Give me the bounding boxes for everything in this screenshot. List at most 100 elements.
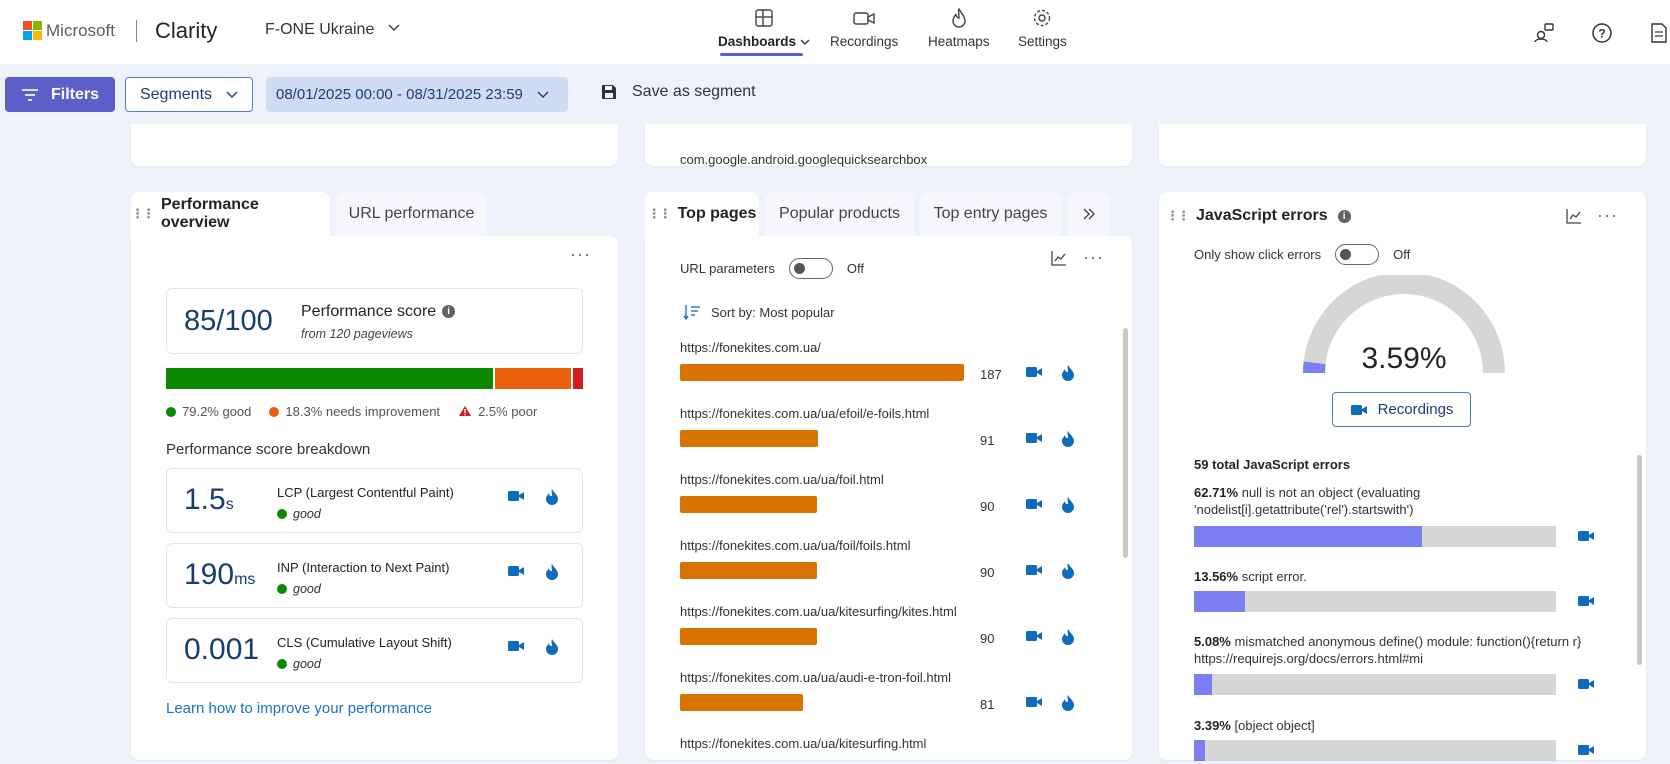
- filters-button[interactable]: Filters: [5, 77, 115, 112]
- nav-settings[interactable]: Settings: [1018, 8, 1067, 49]
- nav-heatmaps[interactable]: Heatmaps: [928, 7, 990, 49]
- video-icon[interactable]: [1025, 563, 1043, 584]
- chevron-down-icon: [537, 91, 549, 98]
- video-icon[interactable]: [1025, 695, 1043, 716]
- metric-cls-name: CLS (Cumulative Layout Shift): [277, 635, 452, 650]
- error-message: 3.39% [object object]: [1194, 717, 1594, 734]
- video-icon[interactable]: [1577, 677, 1595, 696]
- video-icon[interactable]: [1577, 529, 1595, 548]
- error-percent: 3.39%: [1194, 718, 1231, 733]
- distribution-good-segment: [166, 368, 494, 389]
- page-actions: [1025, 563, 1075, 584]
- save-as-segment-button[interactable]: Save as segment: [600, 83, 756, 101]
- nav-dashboards[interactable]: Dashboards: [718, 8, 810, 49]
- performance-card: [131, 236, 618, 760]
- page-url[interactable]: https://fonekites.com.ua/ua/kitesurfing/…: [680, 604, 957, 619]
- performance-score-box: 85/100 Performance score i from 120 pagev…: [166, 288, 583, 354]
- flame-icon[interactable]: [1061, 497, 1075, 518]
- drag-handle-icon[interactable]: ⋮⋮: [1166, 208, 1190, 223]
- js-errors-header: ⋮⋮ JavaScript errors i: [1166, 207, 1351, 225]
- flame-icon[interactable]: [545, 639, 559, 655]
- tab-popular-products[interactable]: Popular products: [765, 192, 914, 236]
- date-range-picker[interactable]: 08/01/2025 00:00 - 08/31/2025 23:59: [266, 77, 568, 112]
- click-errors-toggle[interactable]: [1335, 244, 1380, 265]
- drag-handle-icon[interactable]: ⋮⋮: [131, 206, 155, 221]
- trend-chart-icon[interactable]: [1051, 250, 1067, 271]
- video-icon[interactable]: [507, 489, 525, 503]
- more-options-icon[interactable]: ···: [570, 244, 591, 264]
- trend-chart-icon[interactable]: [1566, 208, 1582, 229]
- video-icon[interactable]: [1025, 629, 1043, 650]
- chevron-down-icon[interactable]: [387, 20, 401, 37]
- page-url[interactable]: https://fonekites.com.ua/ua/efoil/e-foil…: [680, 406, 930, 421]
- flame-icon[interactable]: [545, 489, 559, 505]
- video-icon[interactable]: [507, 564, 525, 578]
- url-parameters-toggle[interactable]: [788, 258, 833, 279]
- performance-score-value: 85/100: [184, 305, 273, 337]
- error-text: script error.: [1241, 569, 1307, 584]
- sort-control[interactable]: Sort by: Most popular: [683, 304, 835, 320]
- nav-recordings[interactable]: Recordings: [830, 8, 898, 49]
- flame-icon[interactable]: [1061, 695, 1075, 716]
- page-count: 91: [980, 433, 995, 448]
- top-pages-scrollbar[interactable]: [1123, 328, 1128, 558]
- flame-icon[interactable]: [1061, 629, 1075, 650]
- video-icon[interactable]: [507, 639, 525, 653]
- green-dot-icon: [277, 584, 287, 594]
- video-icon[interactable]: [1025, 365, 1043, 386]
- flame-icon[interactable]: [1061, 563, 1075, 584]
- more-options-icon[interactable]: ···: [1083, 247, 1104, 267]
- metric-lcp-actions: [507, 489, 559, 505]
- page-url[interactable]: https://fonekites.com.ua/ua/foil.html: [680, 472, 884, 487]
- info-icon[interactable]: i: [1337, 209, 1351, 223]
- legend-poor-label: 2.5% poor: [478, 404, 538, 419]
- recordings-button[interactable]: Recordings: [1332, 392, 1471, 427]
- page-url[interactable]: https://fonekites.com.ua/: [680, 340, 821, 355]
- share-people-icon[interactable]: [1533, 22, 1555, 44]
- page-url[interactable]: https://fonekites.com.ua/ua/audi-e-tron-…: [680, 670, 951, 685]
- page-bar: [680, 694, 803, 711]
- gauge-track: [1303, 275, 1505, 374]
- metric-lcp-value: 1.5s: [184, 483, 234, 517]
- tab-performance-overview[interactable]: ⋮⋮ Performance overview: [131, 192, 330, 236]
- page-url[interactable]: https://fonekites.com.ua/ua/kitesurfing.…: [680, 736, 927, 751]
- tab-top-entry-pages[interactable]: Top entry pages: [920, 192, 1061, 236]
- flame-icon[interactable]: [1061, 431, 1075, 452]
- performance-score-subtitle: from 120 pageviews: [301, 327, 413, 341]
- segments-label: Segments: [139, 85, 213, 103]
- segments-dropdown[interactable]: Segments: [125, 77, 253, 112]
- video-icon[interactable]: [1577, 743, 1595, 762]
- page-bar: [680, 562, 817, 579]
- more-options-icon[interactable]: ···: [1597, 205, 1618, 225]
- video-icon[interactable]: [1577, 594, 1595, 613]
- drag-handle-icon[interactable]: ⋮⋮: [647, 206, 672, 221]
- metric-cls-rating-label: good: [293, 657, 321, 671]
- video-icon[interactable]: [1025, 497, 1043, 518]
- help-icon[interactable]: ?: [1591, 22, 1613, 44]
- page-count: 90: [980, 631, 995, 646]
- more-tabs-button[interactable]: [1068, 192, 1110, 236]
- page-actions: [1025, 365, 1075, 386]
- flame-icon[interactable]: [545, 564, 559, 580]
- page-url[interactable]: https://fonekites.com.ua/ua/foil/foils.h…: [680, 538, 911, 553]
- video-icon: [1350, 404, 1367, 415]
- partial-card-right: [1159, 124, 1646, 166]
- product-name[interactable]: Clarity: [155, 18, 218, 43]
- learn-improve-link[interactable]: Learn how to improve your performance: [166, 700, 432, 717]
- flame-icon[interactable]: [1061, 365, 1075, 386]
- page-actions: [1025, 497, 1075, 518]
- error-percent: 62.71%: [1194, 485, 1239, 500]
- date-range-value: 08/01/2025 00:00 - 08/31/2025 23:59: [276, 86, 523, 103]
- js-errors-scrollbar[interactable]: [1637, 455, 1642, 665]
- partial-card-middle: com.google.android.googlequicksearchbox: [645, 124, 1132, 167]
- video-icon[interactable]: [1025, 431, 1043, 452]
- project-selector[interactable]: F-ONE Ukraine: [265, 21, 375, 38]
- nav-settings-label: Settings: [1018, 34, 1067, 49]
- info-icon[interactable]: i: [442, 305, 456, 319]
- tab-top-pages[interactable]: ⋮⋮ Top pages: [645, 192, 759, 236]
- error-percent: 5.08%: [1194, 634, 1231, 649]
- document-icon[interactable]: [1648, 22, 1670, 44]
- referrer-text: com.google.android.googlequicksearchbox: [680, 152, 928, 167]
- error-message: 62.71% null is not an object (evaluating…: [1194, 484, 1594, 518]
- tab-url-performance[interactable]: URL performance: [336, 192, 487, 236]
